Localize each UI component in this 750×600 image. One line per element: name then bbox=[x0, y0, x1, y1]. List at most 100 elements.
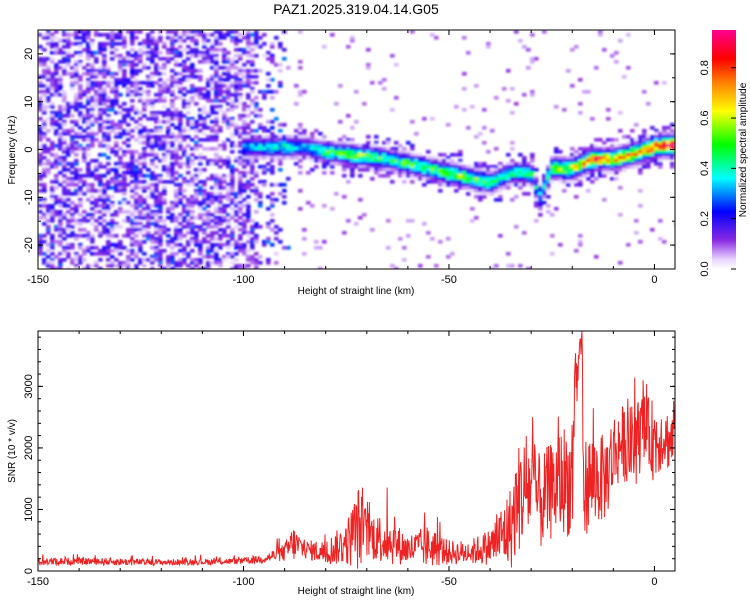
heatmap-cell bbox=[66, 180, 71, 184]
heatmap-cell bbox=[78, 90, 83, 94]
heatmap-cell bbox=[262, 243, 267, 247]
heatmap-cell bbox=[418, 177, 423, 181]
heatmap-cell bbox=[90, 69, 95, 73]
heatmap-cell bbox=[446, 156, 451, 160]
heatmap-cell bbox=[146, 90, 151, 94]
heatmap-cell bbox=[86, 123, 91, 127]
heatmap-cell bbox=[534, 201, 539, 205]
heatmap-cell bbox=[254, 75, 259, 79]
heatmap-cell bbox=[198, 123, 203, 127]
heatmap-cell bbox=[82, 114, 87, 118]
heatmap-cell bbox=[94, 60, 99, 64]
heatmap-cell bbox=[86, 63, 91, 67]
heatmap-cell bbox=[70, 216, 75, 220]
heatmap-cell bbox=[98, 102, 103, 106]
heatmap-cell bbox=[94, 51, 99, 55]
heatmap-cell bbox=[194, 189, 199, 193]
heatmap-cell bbox=[50, 165, 55, 169]
heatmap-cell bbox=[50, 207, 55, 211]
heatmap-cell bbox=[182, 135, 187, 139]
heatmap-cell bbox=[282, 57, 287, 61]
heatmap-cell bbox=[270, 204, 275, 208]
heatmap-cell bbox=[134, 30, 139, 34]
heatmap-cell bbox=[174, 159, 179, 163]
heatmap-cell bbox=[386, 171, 391, 175]
heatmap-cell bbox=[110, 129, 115, 133]
heatmap-cell bbox=[130, 258, 135, 262]
heatmap-cell bbox=[258, 90, 263, 94]
heatmap-cell bbox=[186, 165, 191, 169]
heatmap-cell bbox=[62, 162, 67, 166]
heatmap-cell bbox=[218, 48, 223, 52]
heatmap-cell bbox=[546, 183, 551, 187]
heatmap-cell bbox=[482, 168, 487, 172]
heatmap-cell bbox=[162, 144, 167, 148]
heatmap-cell bbox=[170, 141, 175, 145]
heatmap-cell bbox=[126, 261, 131, 265]
heatmap-cell bbox=[46, 255, 51, 259]
heatmap-cell bbox=[662, 126, 667, 130]
heatmap-cell bbox=[214, 42, 219, 46]
heatmap-cell bbox=[162, 201, 167, 205]
heatmap-cell bbox=[410, 120, 415, 124]
heatmap-cell bbox=[190, 51, 195, 55]
heatmap-cell bbox=[454, 168, 459, 172]
heatmap-cell bbox=[130, 63, 135, 67]
heatmap-cell bbox=[370, 156, 375, 160]
heatmap-cell bbox=[266, 84, 271, 88]
heatmap-cell bbox=[206, 81, 211, 85]
heatmap-cell bbox=[174, 135, 179, 139]
heatmap-cell bbox=[210, 81, 215, 85]
heatmap-cell bbox=[190, 66, 195, 70]
heatmap-cell bbox=[602, 153, 607, 157]
heatmap-cell bbox=[130, 72, 135, 76]
heatmap-cell bbox=[246, 159, 251, 163]
heatmap-cell bbox=[106, 132, 111, 136]
heatmap-cell bbox=[150, 192, 155, 196]
heatmap-cell bbox=[166, 36, 171, 40]
heatmap-cell bbox=[226, 165, 231, 169]
heatmap-cell bbox=[114, 111, 119, 115]
heatmap-cell bbox=[98, 144, 103, 148]
heatmap-cell bbox=[418, 159, 423, 163]
heatmap-cell bbox=[154, 240, 159, 244]
heatmap-cell bbox=[98, 258, 103, 262]
heatmap-cell bbox=[246, 231, 251, 235]
heatmap-cell bbox=[50, 147, 55, 151]
heatmap-cell bbox=[642, 144, 647, 148]
heatmap-cell bbox=[106, 171, 111, 175]
heatmap-cell bbox=[42, 150, 47, 154]
heatmap-cell bbox=[98, 75, 103, 79]
heatmap-cell bbox=[158, 180, 163, 184]
heatmap-cell bbox=[610, 147, 615, 151]
heatmap-cell bbox=[218, 147, 223, 151]
heatmap-cell bbox=[314, 138, 319, 142]
heatmap-cell bbox=[82, 150, 87, 154]
heatmap-cell bbox=[146, 234, 151, 238]
heatmap-cell bbox=[102, 108, 107, 112]
heatmap-cell bbox=[558, 171, 563, 175]
heatmap-cell bbox=[234, 267, 239, 269]
heatmap-cell bbox=[562, 159, 567, 163]
heatmap-cell bbox=[250, 69, 255, 73]
heatmap-cell bbox=[158, 234, 163, 238]
heatmap-cell bbox=[146, 132, 151, 136]
heatmap-cell bbox=[106, 168, 111, 172]
heatmap-cell bbox=[206, 57, 211, 61]
heatmap-cell bbox=[114, 33, 119, 37]
heatmap-cell bbox=[54, 132, 59, 136]
heatmap-cell bbox=[138, 240, 143, 244]
heatmap-cell bbox=[230, 60, 235, 64]
heatmap-cell bbox=[482, 171, 487, 175]
heatmap-cell bbox=[618, 129, 623, 133]
colorbar-label: Normalized spectral amplitude bbox=[738, 82, 749, 217]
heatmap-cell bbox=[590, 153, 595, 157]
heatmap-cell bbox=[382, 165, 387, 169]
heatmap-cell bbox=[146, 174, 151, 178]
heatmap-cell bbox=[122, 72, 127, 76]
heatmap-cell bbox=[186, 45, 191, 49]
heatmap-cell bbox=[58, 39, 63, 43]
heatmap-cell bbox=[118, 36, 123, 40]
heatmap-cell bbox=[130, 108, 135, 112]
